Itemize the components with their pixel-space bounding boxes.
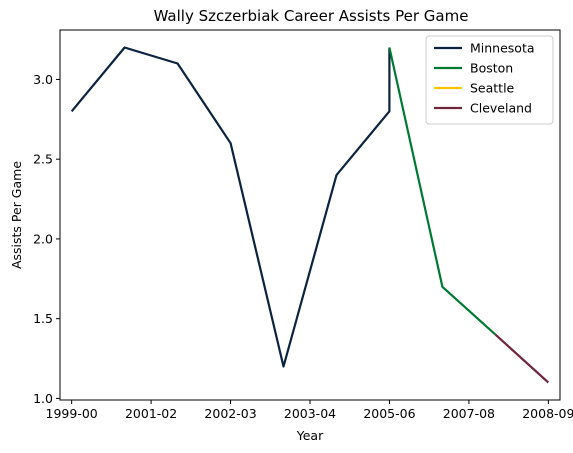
series-line-1 bbox=[388, 47, 497, 336]
legend-label: Minnesota bbox=[470, 41, 535, 56]
y-tick-label: 3.0 bbox=[33, 72, 53, 87]
x-tick-label: 1999-00 bbox=[46, 406, 98, 421]
legend-label: Boston bbox=[470, 61, 513, 76]
legend: Minnesota Boston Seattle Cleveland bbox=[425, 35, 554, 125]
chart-title: Wally Szczerbiak Career Assists Per Game bbox=[154, 7, 469, 25]
x-tick-label: 2003-04 bbox=[284, 406, 336, 421]
series-line-3 bbox=[494, 333, 550, 384]
x-tick-label: 2001-02 bbox=[125, 406, 177, 421]
y-tick-label: 1.5 bbox=[33, 311, 53, 326]
x-tick-label: 2005-06 bbox=[363, 406, 415, 421]
legend-box bbox=[425, 35, 554, 125]
x-axis: 1999-00 2001-02 2002-03 2003-04 2005-06 2007-… bbox=[46, 400, 573, 421]
y-tick-label: 2.0 bbox=[33, 231, 53, 246]
x-axis-label: Year bbox=[296, 428, 324, 443]
series-line-0 bbox=[70, 46, 391, 368]
y-tick-label: 2.5 bbox=[33, 152, 53, 167]
y-tick-label: 1.0 bbox=[33, 391, 53, 406]
y-axis-label: Assists Per Game bbox=[9, 161, 24, 269]
x-tick-label: 2002-03 bbox=[204, 406, 256, 421]
x-tick-label: 2008-09 bbox=[522, 406, 573, 421]
legend-label: Cleveland bbox=[470, 101, 532, 116]
series-layer bbox=[70, 46, 550, 384]
legend-label: Seattle bbox=[470, 81, 515, 96]
y-axis: 1.0 1.5 2.0 2.5 3.0 bbox=[33, 72, 60, 406]
x-tick-label: 2007-08 bbox=[443, 406, 495, 421]
